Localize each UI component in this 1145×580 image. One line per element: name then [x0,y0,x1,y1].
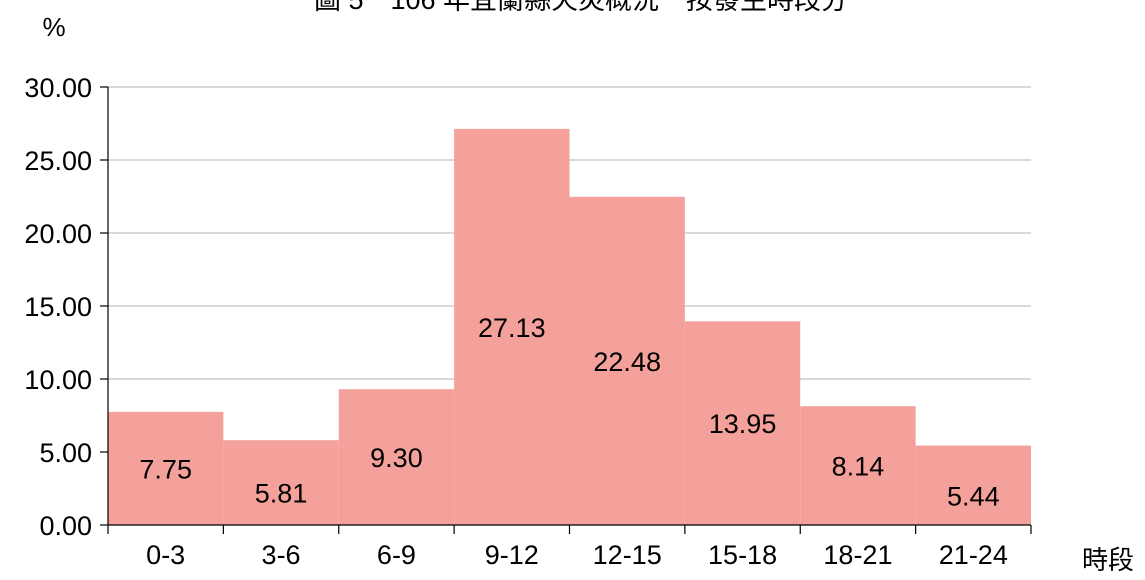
bar-12-15 [569,196,685,526]
y-tick-label: 10.00 [24,365,92,395]
data-label: 5.81 [255,479,308,509]
x-axis-label: 時段 [1082,545,1134,575]
data-label: 27.13 [478,313,546,343]
y-tick-label: 20.00 [24,219,92,249]
x-tick-label: 18-21 [823,540,892,570]
x-tick-label: 15-18 [708,540,777,570]
bar-3-6 [223,440,339,525]
bar-9-12 [454,128,570,526]
y-tick-label: 0.00 [39,511,92,541]
y-tick-label: 25.00 [24,146,92,176]
x-tick-label: 21-24 [939,540,1008,570]
bar-15-18 [684,321,801,525]
data-label: 7.75 [139,454,192,484]
y-tick-label: 5.00 [39,438,92,468]
bar-0-3 [108,411,224,525]
y-axis-label: % [42,12,65,42]
x-tick-label: 12-15 [593,540,662,570]
data-label: 22.48 [593,347,661,377]
data-label: 5.44 [947,481,1000,511]
data-label: 8.14 [832,452,885,482]
bar-6-9 [338,389,455,525]
data-label: 13.95 [709,409,777,439]
y-tick-label: 15.00 [24,292,92,322]
x-tick-label: 0-3 [146,540,185,570]
bar-18-21 [800,406,916,525]
chart-title: 圖 5 106 年宜蘭縣火災概況－按發生時段分 [314,0,848,15]
bar-21-24 [915,445,1031,525]
axes [100,86,1032,534]
x-tick-label: 6-9 [377,540,416,570]
bars [108,128,1031,526]
y-tick-label: 30.00 [24,73,92,103]
x-tick-label: 3-6 [262,540,301,570]
x-tick-label: 9-12 [485,540,539,570]
data-label: 9.30 [370,443,423,473]
labels: 0.00 5.00 10.00 15.00 20.00 25.00 30.00 0-3 3-6 6… [24,73,1007,570]
